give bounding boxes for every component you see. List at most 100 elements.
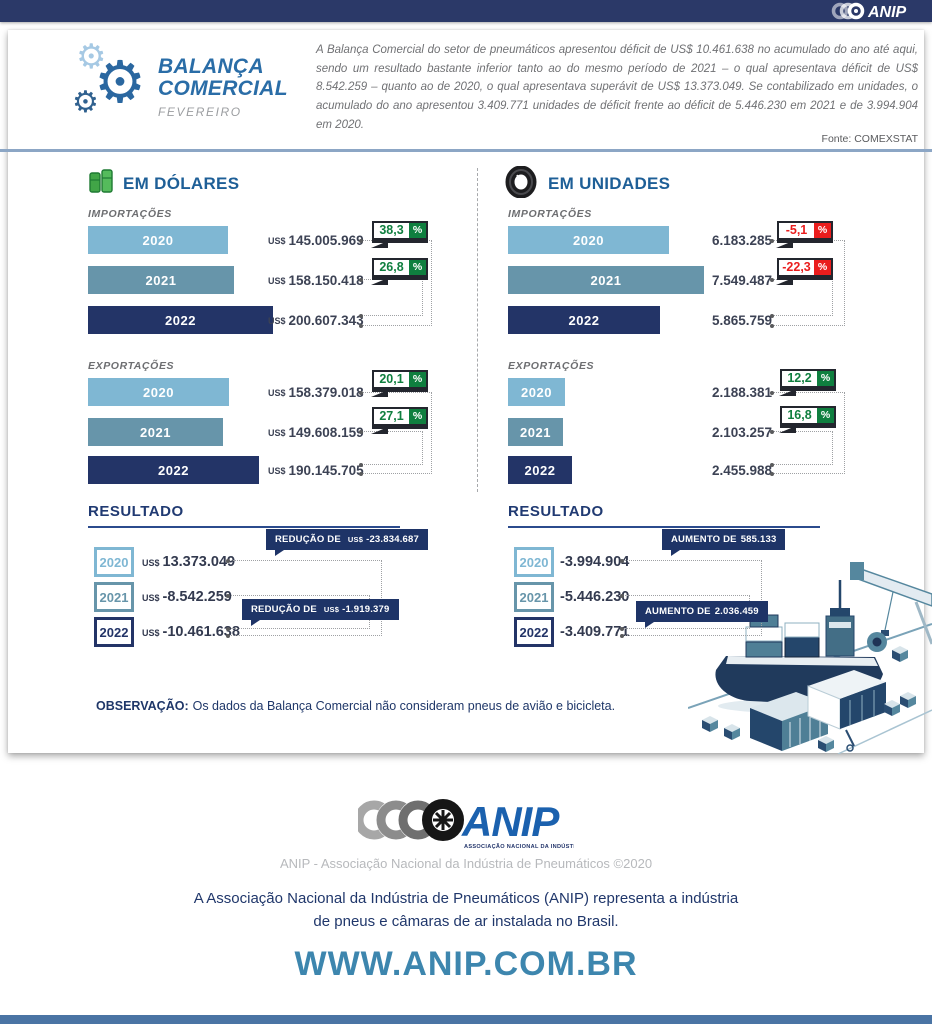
amount-label: -10.461.638 (162, 624, 240, 640)
connector (770, 429, 833, 467)
title-line-2: COMERCIAL (158, 77, 288, 101)
badge-unidades-import-2: -22,3% (777, 258, 833, 280)
callout-amount: -23.834.687 (366, 534, 419, 545)
amount-label: -3.994.904 (560, 554, 630, 570)
currency-label: US$ (347, 535, 364, 544)
report-title: BALANÇA COMERCIAL FEVEREIRO (158, 55, 288, 119)
connector (359, 277, 423, 318)
amount-label: 158.150.418 (288, 272, 364, 288)
bar-unidades-import-2020: 2020 (508, 226, 669, 254)
resultado-title-unidades: RESULTADO (508, 503, 604, 520)
resultado-value-dolares-2020: US$ 13.373.049 (142, 547, 235, 577)
header-divider (0, 149, 932, 152)
observacao: OBSERVAÇÃO: Os dados da Balança Comercial… (96, 699, 615, 713)
website-link[interactable]: WWW.ANIP.COM.BR (294, 945, 638, 983)
currency-label: US$ (142, 628, 160, 638)
amount-label: -3.409.771 (560, 624, 630, 640)
callout-amount: 585.133 (740, 534, 777, 545)
bar-year-label: 2020 (142, 232, 174, 248)
connector (620, 558, 762, 638)
amount-label: 13.373.049 (162, 554, 236, 570)
tire-arcs-icon (831, 2, 865, 20)
chip-2020: 2020 (94, 547, 134, 577)
callout-prefix: AUMENTO DE (671, 534, 737, 545)
currency-label: US$ (268, 276, 286, 286)
connector (226, 558, 382, 638)
amount-label: 5.865.759 (712, 312, 773, 328)
amount-label: 2.188.381 (712, 384, 773, 400)
resultado-value-unidades-2020: -3.994.904 (560, 547, 629, 577)
bar-year-label: 2020 (573, 232, 604, 248)
badge-dolares-import-2: 26,8% (372, 258, 428, 280)
resultado-rule (88, 526, 400, 528)
percent-icon: % (817, 408, 834, 423)
brand-text: ANIP (461, 798, 560, 845)
percent-value: 20,1 (379, 372, 404, 386)
tire-icon (505, 166, 537, 198)
anip-logo-small: ANIP (831, 2, 907, 21)
bar-unidades-export-2021: 2021 (508, 418, 563, 446)
top-bar: ANIP (0, 0, 932, 22)
resultado-title-dolares: RESULTADO (88, 503, 184, 520)
gear-icon: ⚙ (94, 50, 146, 115)
resultado-value-unidades-2022: -3.409.771 (560, 617, 629, 647)
currency-label: US$ (142, 593, 160, 603)
currency-label: US$ (323, 605, 340, 614)
amount-label: -8.542.259 (162, 589, 232, 605)
bar-year-label: 2020 (521, 384, 552, 400)
currency-label: US$ (142, 558, 160, 568)
bar-dolares-import-2020: 2020 (88, 226, 228, 254)
callout-amount: 2.036.459 (714, 606, 759, 617)
gear-icon: ⚙ (76, 38, 107, 76)
label-exportacoes-unidades: EXPORTAÇÕES (508, 360, 595, 372)
amount-label: -5.446.230 (560, 589, 630, 605)
value-unidades-import-2021: 7.549.487 (712, 266, 772, 294)
badge-unidades-export-2: 16,8% (780, 406, 836, 428)
percent-icon: % (817, 371, 834, 386)
bar-year-label: 2021 (520, 424, 551, 440)
connector (359, 390, 432, 476)
resultado-value-dolares-2022: US$ -10.461.638 (142, 617, 240, 647)
bar-dolares-import-2022: 2022 (88, 306, 273, 334)
currency-label: US$ (268, 316, 286, 326)
crane-boom (857, 566, 932, 607)
badge-dolares-export-1: 20,1% (372, 370, 428, 392)
chip-2022: 2022 (94, 617, 134, 647)
value-dolares-export-2021: US$ 149.608.159 (268, 418, 364, 446)
percent-value: 16,8 (787, 408, 812, 422)
gear-icon: ⚙ (72, 86, 99, 119)
resultado-value-unidades-2021: -5.446.230 (560, 582, 629, 612)
percent-value: 38,3 (379, 223, 404, 237)
title-month: FEVEREIRO (158, 104, 242, 119)
port-illustration (688, 562, 932, 754)
chip-year: 2021 (519, 589, 549, 605)
percent-icon: % (409, 223, 426, 238)
bar-dolares-import-2021: 2021 (88, 266, 234, 294)
copyright: ANIP - Associação Nacional da Indústria … (279, 856, 653, 871)
resultado-rule (508, 526, 820, 528)
value-dolares-import-2020: US$ 145.005.969 (268, 226, 364, 254)
section-title-unidades: EM UNIDADES (548, 174, 671, 193)
bar-dolares-export-2021: 2021 (88, 418, 223, 446)
chip-year: 2021 (99, 589, 129, 605)
value-unidades-export-2022: 2.455.988 (712, 456, 772, 484)
currency-label: US$ (268, 388, 286, 398)
chip-2021: 2021 (94, 582, 134, 612)
amount-label: 6.183.285 (712, 232, 773, 248)
bar-year-label: 2021 (140, 424, 171, 440)
amount-label: 190.145.705 (288, 462, 364, 478)
amount-label: 145.005.969 (288, 232, 364, 248)
value-unidades-import-2020: 6.183.285 (712, 226, 772, 254)
bar-unidades-import-2022: 2022 (508, 306, 660, 334)
value-unidades-export-2021: 2.103.257 (712, 418, 772, 446)
bar-unidades-export-2022: 2022 (508, 456, 572, 484)
bottom-strip (0, 1015, 932, 1024)
percent-icon: % (814, 260, 831, 275)
callout-amount: -1.919.379 (342, 604, 390, 615)
logo-caption: ASSOCIAÇÃO NACIONAL DA INDÚSTRIA DE PNEU… (464, 843, 574, 850)
badge-dolares-export-2: 27,1% (372, 407, 428, 429)
bar-year-label: 2020 (143, 384, 174, 400)
label-importacoes-dolares: IMPORTAÇÕES (88, 208, 172, 220)
column-divider (477, 168, 478, 492)
bar-dolares-export-2022: 2022 (88, 456, 259, 484)
